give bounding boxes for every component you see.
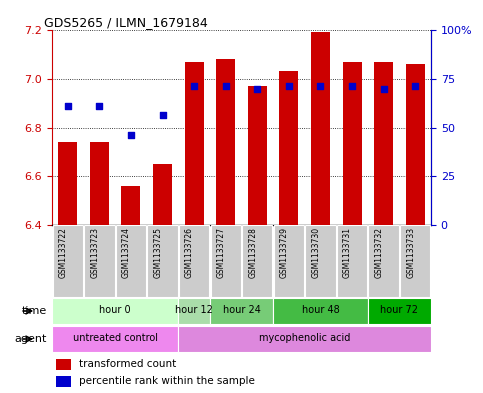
Text: agent: agent — [15, 334, 47, 344]
FancyBboxPatch shape — [52, 327, 178, 352]
Point — [159, 112, 167, 118]
Text: percentile rank within the sample: percentile rank within the sample — [79, 376, 255, 386]
FancyBboxPatch shape — [116, 225, 146, 297]
FancyBboxPatch shape — [273, 298, 368, 323]
Text: GSM1133727: GSM1133727 — [217, 227, 226, 278]
Point — [222, 83, 229, 89]
Bar — [311, 33, 330, 225]
Text: hour 24: hour 24 — [223, 305, 260, 316]
FancyBboxPatch shape — [53, 225, 83, 297]
Point — [96, 103, 103, 109]
Text: GSM1133723: GSM1133723 — [90, 227, 99, 278]
Bar — [56, 376, 71, 387]
Bar — [185, 62, 204, 225]
FancyBboxPatch shape — [210, 298, 273, 323]
Text: GSM1133733: GSM1133733 — [406, 227, 415, 278]
Point — [64, 103, 71, 109]
Text: GSM1133722: GSM1133722 — [59, 227, 68, 278]
FancyBboxPatch shape — [211, 225, 241, 297]
Bar — [248, 86, 267, 225]
Text: mycophenolic acid: mycophenolic acid — [259, 333, 350, 343]
FancyBboxPatch shape — [337, 225, 367, 297]
Text: untreated control: untreated control — [72, 333, 157, 343]
Text: GSM1133731: GSM1133731 — [343, 227, 352, 278]
Point — [412, 83, 419, 89]
Bar — [56, 359, 71, 370]
Point — [285, 83, 293, 89]
Bar — [153, 164, 172, 225]
Point — [348, 83, 356, 89]
Bar — [58, 142, 77, 225]
Text: transformed count: transformed count — [79, 360, 176, 369]
Bar — [90, 142, 109, 225]
FancyBboxPatch shape — [147, 225, 178, 297]
FancyBboxPatch shape — [369, 225, 399, 297]
Text: GDS5265 / ILMN_1679184: GDS5265 / ILMN_1679184 — [44, 16, 208, 29]
FancyBboxPatch shape — [178, 298, 210, 323]
Point — [190, 83, 198, 89]
Point — [254, 85, 261, 92]
Bar — [374, 62, 393, 225]
Point — [316, 83, 324, 89]
FancyBboxPatch shape — [242, 225, 272, 297]
Point — [380, 85, 387, 92]
Bar — [122, 186, 141, 225]
Bar — [342, 62, 361, 225]
FancyBboxPatch shape — [368, 298, 431, 323]
Text: GSM1133732: GSM1133732 — [375, 227, 384, 278]
FancyBboxPatch shape — [400, 225, 430, 297]
FancyBboxPatch shape — [52, 298, 178, 323]
Text: GSM1133724: GSM1133724 — [122, 227, 131, 278]
Bar — [406, 64, 425, 225]
FancyBboxPatch shape — [274, 225, 304, 297]
Text: GSM1133726: GSM1133726 — [185, 227, 194, 278]
Text: time: time — [22, 306, 47, 316]
Text: GSM1133725: GSM1133725 — [154, 227, 163, 278]
Text: GSM1133730: GSM1133730 — [312, 227, 320, 278]
FancyBboxPatch shape — [178, 327, 431, 352]
Text: hour 12: hour 12 — [175, 305, 213, 316]
Text: GSM1133728: GSM1133728 — [248, 227, 257, 278]
Bar — [216, 59, 235, 225]
FancyBboxPatch shape — [84, 225, 114, 297]
Point — [127, 132, 135, 138]
Bar — [279, 72, 298, 225]
Text: hour 48: hour 48 — [301, 305, 340, 316]
FancyBboxPatch shape — [179, 225, 209, 297]
Text: hour 72: hour 72 — [381, 305, 418, 316]
Text: GSM1133729: GSM1133729 — [280, 227, 289, 278]
FancyBboxPatch shape — [305, 225, 336, 297]
Text: hour 0: hour 0 — [99, 305, 131, 316]
